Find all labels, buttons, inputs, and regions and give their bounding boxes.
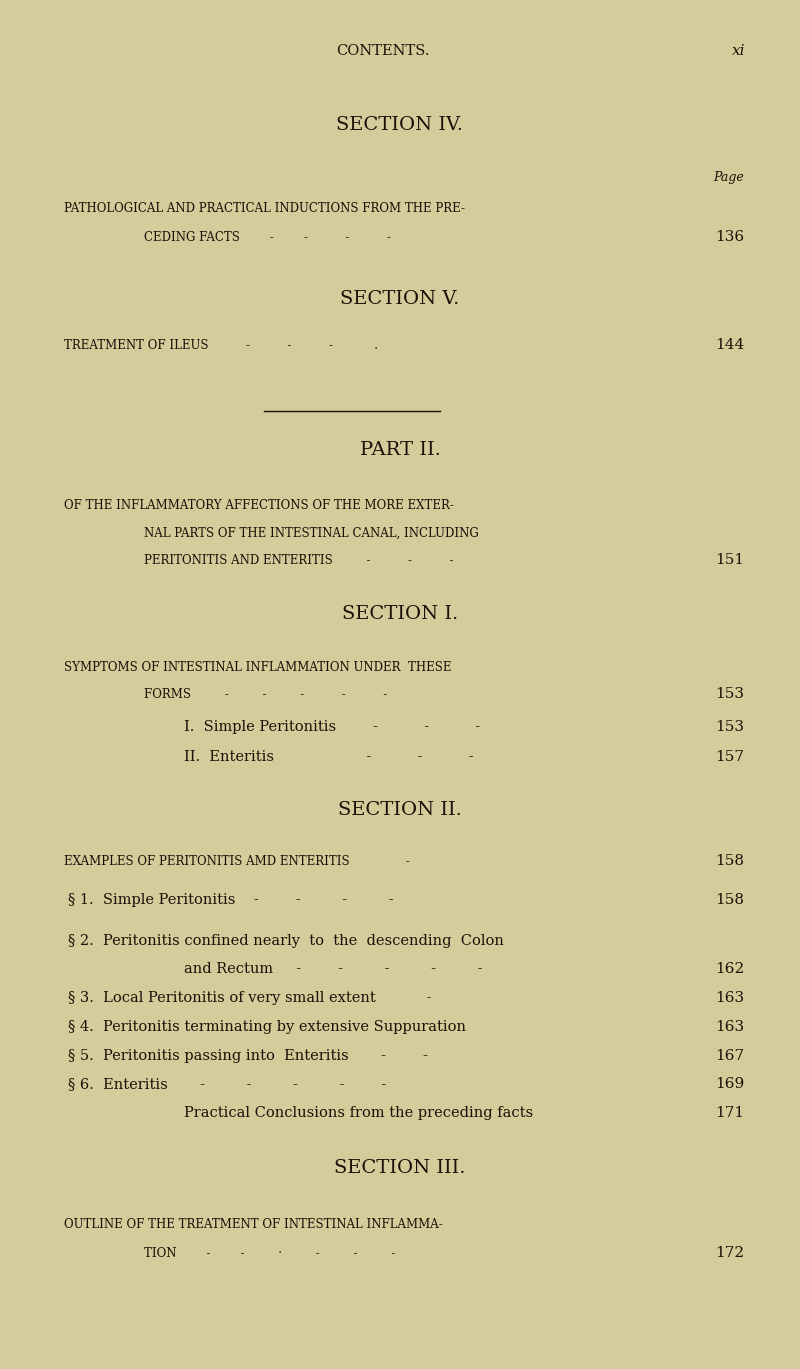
Text: 162: 162 (714, 962, 744, 976)
Text: SECTION IV.: SECTION IV. (337, 116, 463, 134)
Text: TION        -        -         ·         -         -         -: TION - - · - - - (144, 1247, 395, 1259)
Text: 153: 153 (715, 720, 744, 734)
Text: 136: 136 (715, 230, 744, 244)
Text: SYMPTOMS OF INTESTINAL INFLAMMATION UNDER  THESE: SYMPTOMS OF INTESTINAL INFLAMMATION UNDE… (64, 661, 451, 674)
Text: 167: 167 (715, 1049, 744, 1062)
Text: PART II.: PART II. (359, 441, 441, 459)
Text: § 6.  Enteritis       -         -         -         -        -: § 6. Enteritis - - - - - (68, 1077, 386, 1091)
Text: 158: 158 (715, 893, 744, 906)
Text: 153: 153 (715, 687, 744, 701)
Text: 151: 151 (715, 553, 744, 567)
Text: NAL PARTS OF THE INTESTINAL CANAL, INCLUDING: NAL PARTS OF THE INTESTINAL CANAL, INCLU… (144, 527, 478, 539)
Text: CONTENTS.: CONTENTS. (336, 44, 430, 57)
Text: SECTION V.: SECTION V. (340, 290, 460, 308)
Text: II.  Enteritis                    -          -          -: II. Enteritis - - - (184, 750, 474, 764)
Text: PATHOLOGICAL AND PRACTICAL INDUCTIONS FROM THE PRE-: PATHOLOGICAL AND PRACTICAL INDUCTIONS FR… (64, 203, 465, 215)
Text: 144: 144 (714, 338, 744, 352)
Text: § 1.  Simple Peritonitis    -        -         -         -: § 1. Simple Peritonitis - - - - (68, 893, 394, 906)
Text: 171: 171 (715, 1106, 744, 1120)
Text: and Rectum     -        -         -         -         -: and Rectum - - - - - (184, 962, 482, 976)
Text: PERITONITIS AND ENTERITIS         -          -          -: PERITONITIS AND ENTERITIS - - - (144, 554, 454, 567)
Text: Page: Page (714, 171, 744, 183)
Text: 163: 163 (715, 1020, 744, 1034)
Text: SECTION I.: SECTION I. (342, 605, 458, 623)
Text: OUTLINE OF THE TREATMENT OF INTESTINAL INFLAMMA-: OUTLINE OF THE TREATMENT OF INTESTINAL I… (64, 1218, 442, 1231)
Text: EXAMPLES OF PERITONITIS AMD ENTERITIS               -: EXAMPLES OF PERITONITIS AMD ENTERITIS - (64, 856, 410, 868)
Text: SECTION III.: SECTION III. (334, 1160, 466, 1177)
Text: 172: 172 (715, 1246, 744, 1259)
Text: 157: 157 (715, 750, 744, 764)
Text: Practical Conclusions from the preceding facts: Practical Conclusions from the preceding… (184, 1106, 533, 1120)
Text: § 2.  Peritonitis confined nearly  to  the  descending  Colon: § 2. Peritonitis confined nearly to the … (68, 934, 504, 947)
Text: 158: 158 (715, 854, 744, 868)
Text: xi: xi (732, 44, 746, 57)
Text: § 3.  Local Peritonitis of very small extent           -: § 3. Local Peritonitis of very small ext… (68, 991, 431, 1005)
Text: SECTION II.: SECTION II. (338, 801, 462, 819)
Text: TREATMENT OF ILEUS          -          -          -           .: TREATMENT OF ILEUS - - - . (64, 340, 378, 352)
Text: 163: 163 (715, 991, 744, 1005)
Text: 169: 169 (714, 1077, 744, 1091)
Text: CEDING FACTS        -        -          -          -: CEDING FACTS - - - - (144, 231, 391, 244)
Text: FORMS         -         -         -          -          -: FORMS - - - - - (144, 689, 387, 701)
Text: OF THE INFLAMMATORY AFFECTIONS OF THE MORE EXTER-: OF THE INFLAMMATORY AFFECTIONS OF THE MO… (64, 500, 454, 512)
Text: § 4.  Peritonitis terminating by extensive Suppuration: § 4. Peritonitis terminating by extensiv… (68, 1020, 466, 1034)
Text: I.  Simple Peritonitis        -          -          -: I. Simple Peritonitis - - - (184, 720, 480, 734)
Text: § 5.  Peritonitis passing into  Enteritis       -        -: § 5. Peritonitis passing into Enteritis … (68, 1049, 428, 1062)
